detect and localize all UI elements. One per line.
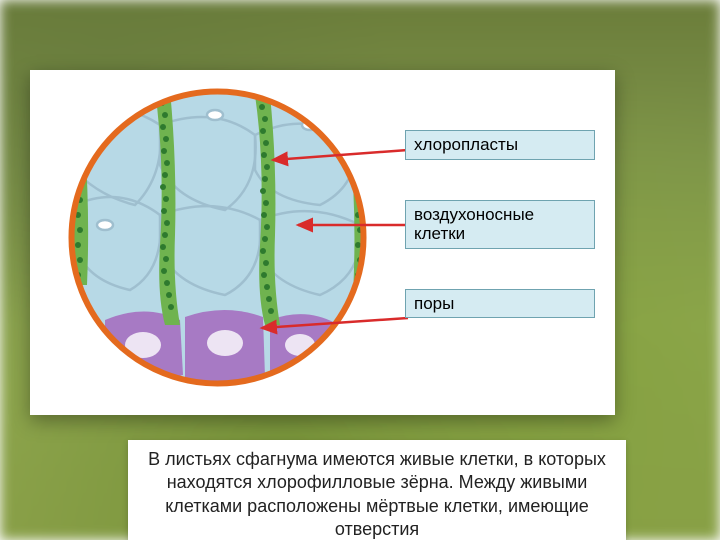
label-pores: поры bbox=[405, 289, 595, 319]
diagram-card: хлоропласты воздухоносные клетки поры bbox=[30, 70, 615, 415]
slide: хлоропласты воздухоносные клетки поры В … bbox=[0, 0, 720, 540]
label-air-cells: воздухоносные клетки bbox=[405, 200, 595, 249]
caption-text: В листьях сфагнума имеются живые клетки,… bbox=[148, 449, 606, 539]
label-column: хлоропласты воздухоносные клетки поры bbox=[405, 130, 595, 318]
cell-diagram-svg bbox=[65, 85, 370, 390]
caption-box: В листьях сфагнума имеются живые клетки,… bbox=[128, 440, 626, 540]
pore-cells bbox=[105, 310, 335, 382]
label-chloroplasts: хлоропласты bbox=[405, 130, 595, 160]
cell-diagram bbox=[65, 85, 370, 390]
